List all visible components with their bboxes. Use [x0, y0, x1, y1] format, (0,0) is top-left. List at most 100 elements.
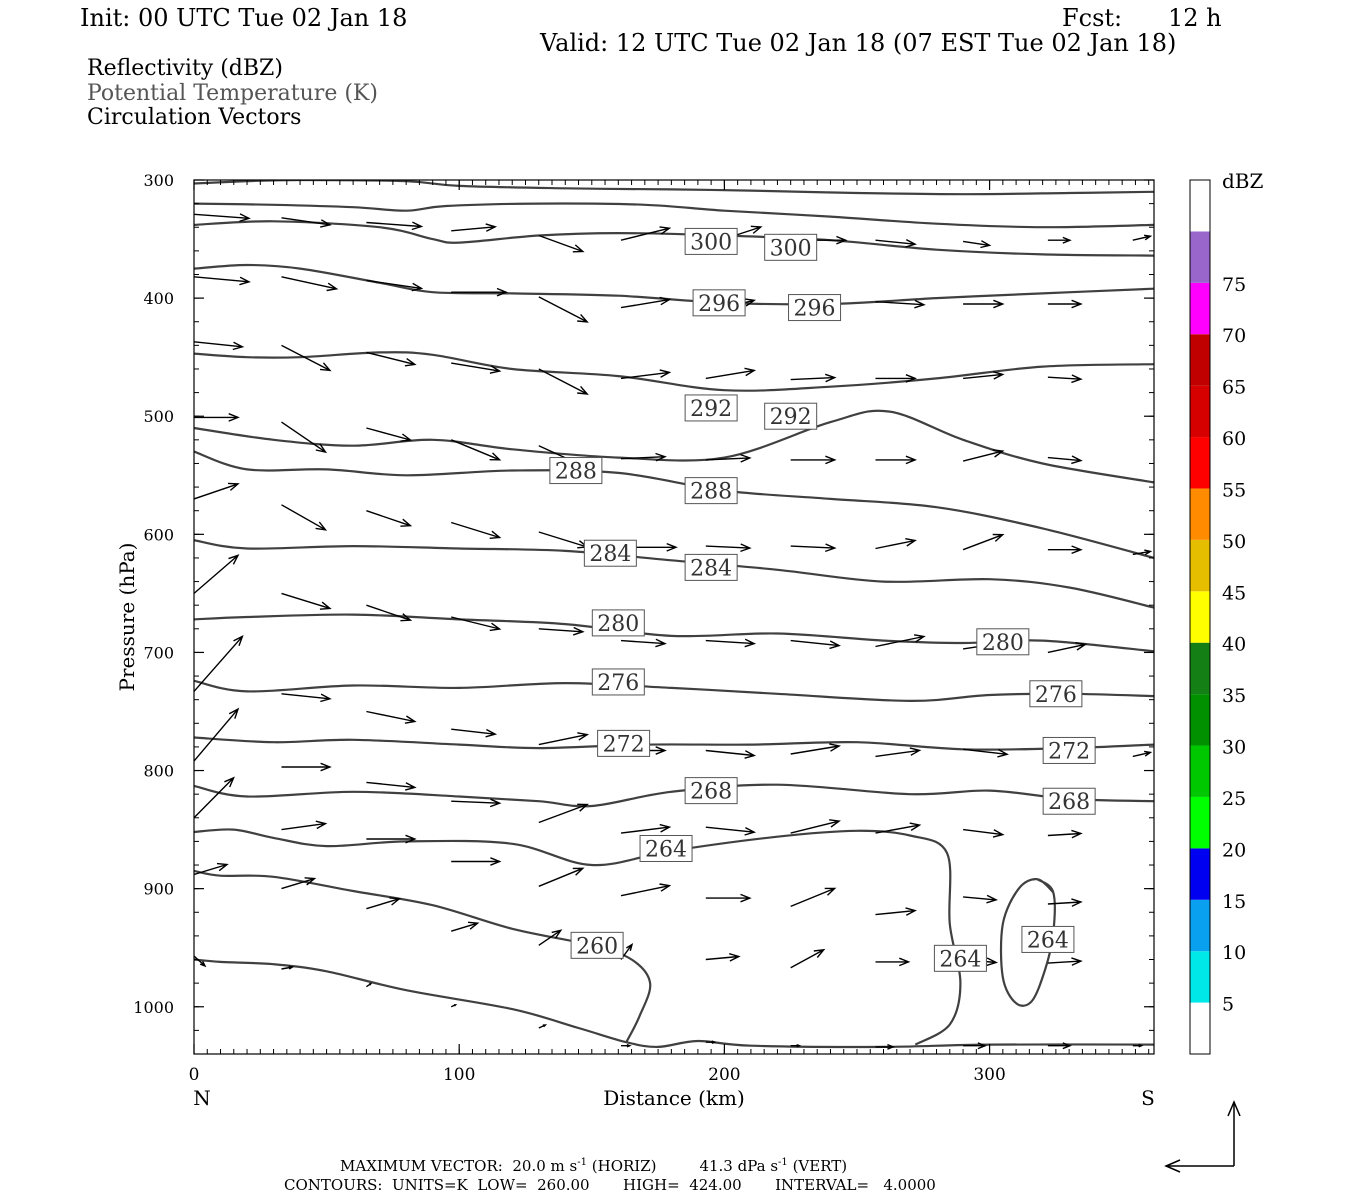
wind-vector: [451, 287, 509, 297]
horizontal-exponent: -1: [577, 1157, 587, 1168]
contour-label-box: [933, 944, 987, 972]
contour-label-box: [549, 457, 603, 485]
wind-vector: [963, 299, 1005, 309]
contour-label: 284: [589, 542, 631, 567]
colorbar-label: 35: [1222, 685, 1246, 707]
wind-vector: [620, 226, 672, 241]
colorbar-label: 60: [1222, 428, 1246, 450]
init-time: Init: 00 UTC Tue 02 Jan 18: [80, 4, 408, 32]
vertical-exponent: -1: [778, 1157, 788, 1168]
wind-vector: [790, 743, 841, 755]
contour-label-box: [684, 553, 738, 581]
wind-vector: [705, 543, 752, 553]
wind-vector: [366, 427, 413, 442]
wind-vector: [281, 592, 332, 610]
x-tick-label: 300: [973, 1065, 1005, 1085]
wind-vector: [1047, 299, 1083, 309]
theta-contour-300: [194, 220, 1154, 257]
y-tick-label: 400: [143, 289, 174, 308]
colorbar-label: 70: [1222, 325, 1246, 347]
wind-vector: [450, 921, 480, 932]
contour-label-box: [583, 539, 637, 567]
colorbar-segment: [1190, 437, 1210, 489]
wind-vector: [620, 638, 667, 648]
wind-vector: [281, 504, 328, 531]
wind-vector: [705, 1040, 717, 1044]
contour-label: 272: [1048, 739, 1090, 764]
wind-vector: [875, 907, 917, 916]
wind-vector: [790, 543, 837, 553]
y-tick-label: 1000: [133, 998, 174, 1017]
x-axis-title: Distance (km): [603, 1086, 745, 1110]
wind-vector: [194, 482, 240, 500]
colorbar-label: 5: [1222, 994, 1234, 1016]
wind-vector: [366, 897, 402, 910]
wind-vector: [705, 749, 757, 759]
wind-vector: [538, 929, 563, 946]
vertical-tag: (VERT): [792, 1157, 848, 1175]
colorbar-label: 75: [1222, 274, 1246, 296]
contour-label-box: [692, 289, 746, 317]
colorbar-label: 25: [1222, 788, 1246, 810]
y-tick-label: 800: [143, 762, 174, 781]
wind-vector: [962, 449, 1005, 462]
contour-label-box: [1042, 736, 1096, 764]
contour-label-box: [684, 394, 738, 422]
wind-vector: [281, 344, 332, 372]
contour-label-box: [591, 609, 645, 637]
wind-vector: [705, 638, 757, 648]
wind-vector: [194, 413, 240, 422]
wind-vector: [1047, 545, 1083, 555]
wind-vector: [366, 279, 424, 292]
contour-label-box: [764, 402, 818, 430]
wind-vector: [790, 887, 837, 908]
forecast-label: Fcst:: [1062, 4, 1123, 32]
contour-label-box: [1021, 925, 1075, 953]
contour-label-box: [976, 628, 1030, 656]
wind-vector: [1132, 750, 1153, 758]
x-tick-label: 0: [189, 1065, 200, 1085]
wind-vector: [538, 732, 590, 746]
wind-vector: [620, 883, 672, 897]
contour-label-box: [570, 931, 624, 959]
wind-vector: [620, 452, 667, 462]
theta-contour-300: [194, 180, 1154, 196]
wind-vector: [366, 351, 417, 367]
wind-vector: [705, 893, 752, 903]
contour-label: 284: [690, 556, 732, 581]
wind-vector: [1132, 549, 1153, 556]
field-reflectivity: Reflectivity (dBZ): [87, 56, 283, 81]
colorbar-frame: [1189, 179, 1211, 1055]
colorbar-segment: [1190, 899, 1210, 952]
wind-vector: [281, 965, 295, 970]
colorbar-segment: [1190, 282, 1210, 335]
contour-label-box: [764, 233, 818, 261]
contour-label: 264: [939, 947, 981, 972]
minor-ticks: [193, 179, 1154, 1055]
wind-vector: [194, 276, 251, 286]
colorbar: 5 10 15 20 25 30 35 40 45 50 55 60 65 70 75: [1189, 179, 1246, 1055]
wind-vector: [194, 955, 207, 968]
wind-vector: [538, 368, 589, 395]
wind-vector: [451, 798, 502, 808]
wind-vector: [194, 707, 240, 762]
high-value: 424.00: [689, 1176, 742, 1194]
wind-vector: [790, 948, 826, 969]
wind-vector: [366, 781, 417, 791]
wind-vector: [538, 234, 585, 253]
theta-contour-272: [194, 736, 1154, 751]
wind-vector: [538, 867, 585, 887]
y-tick-label: 300: [143, 171, 174, 190]
contour-label: 288: [690, 480, 732, 505]
y-tick-label: 900: [143, 880, 174, 899]
wind-vector: [620, 369, 672, 380]
theta-contour-292: [194, 409, 1154, 484]
colorbar-label: 20: [1222, 839, 1246, 861]
wind-vector: [875, 538, 917, 550]
wind-vector: [538, 1024, 548, 1029]
wind-vector: [451, 857, 502, 866]
wind-vector: [1047, 374, 1083, 384]
wind-vector: [875, 374, 917, 383]
wind-vector: [790, 373, 837, 383]
